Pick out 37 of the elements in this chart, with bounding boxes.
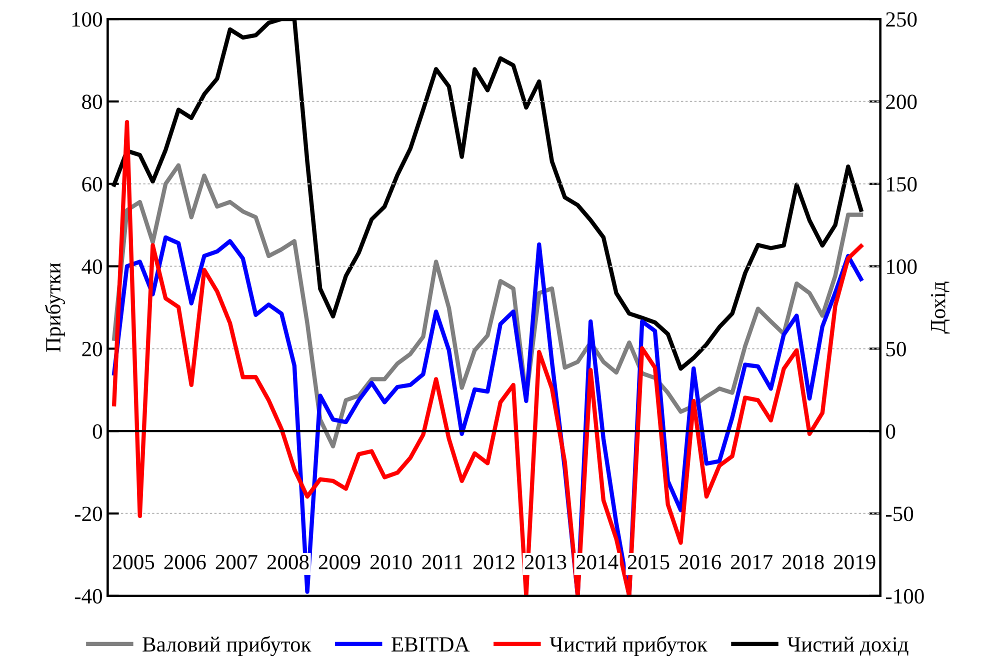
x-tick-label: 2019 (834, 554, 876, 570)
legend-label: Чистий дохід (787, 636, 908, 656)
x-tick-label: 2017 (730, 554, 772, 570)
y2-tick-label: 150 (887, 177, 917, 192)
y-tick-label: 40 (82, 259, 102, 274)
x-tick-label: 2012 (473, 554, 514, 570)
y2-axis-title: Дохід (930, 282, 950, 334)
y-axis-title: Прибутки (44, 262, 65, 352)
x-tick-label: 2006 (164, 554, 206, 570)
y2-tick-label: 200 (886, 94, 917, 110)
x-tick-label: 2008 (267, 554, 309, 570)
y2-tick-label: 250 (886, 12, 917, 27)
x-tick-label: 2010 (370, 554, 412, 570)
y2-tick-label: 100 (887, 259, 917, 274)
legend-label: Валовий прибуток (142, 636, 312, 656)
y-tick-label: -40 (74, 589, 102, 604)
x-tick-label: 2009 (318, 554, 360, 570)
y2-tick-label: -100 (886, 589, 924, 604)
y-tick-label: 20 (82, 342, 102, 356)
y-tick-label: 80 (82, 94, 102, 110)
x-tick-label: 2005 (112, 554, 154, 570)
y-tick-label: 0 (92, 424, 102, 439)
x-tick-label: 2018 (782, 554, 824, 570)
x-tick-label: 2015 (628, 554, 670, 570)
y-tick-label: -20 (74, 506, 102, 522)
y2-tick-label: 0 (886, 424, 896, 439)
x-tick-label: 2016 (679, 554, 721, 570)
y2-tick-label: 50 (886, 342, 906, 356)
y-tick-label: 60 (82, 177, 102, 192)
legend-label: EBITDA (392, 637, 470, 652)
legend-label: Чистий прибуток (550, 636, 708, 656)
x-tick-label: 2013 (524, 554, 566, 570)
x-tick-label: 2011 (422, 554, 462, 570)
x-tick-label: 2007 (216, 554, 258, 570)
x-tick-label: 2014 (576, 554, 618, 570)
y2-tick-label: -50 (886, 506, 914, 522)
y-tick-label: 100 (72, 12, 102, 27)
